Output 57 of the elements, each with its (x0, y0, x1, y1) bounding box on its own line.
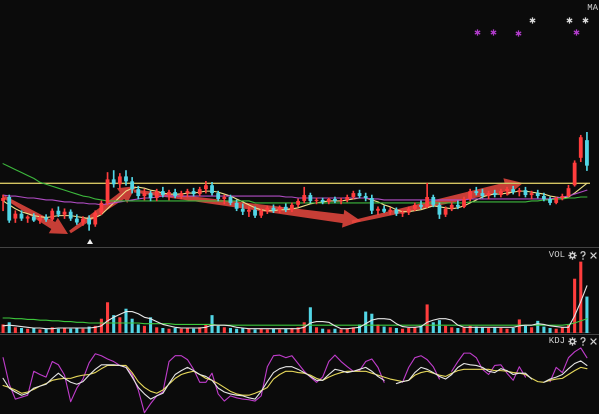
bar (340, 329, 343, 333)
bar (524, 326, 528, 333)
bar (278, 329, 282, 333)
bar (136, 324, 140, 333)
bar (241, 328, 244, 333)
bar (321, 328, 324, 333)
bar (118, 317, 122, 333)
bar (228, 328, 232, 333)
bar (456, 328, 460, 333)
bar (401, 328, 404, 333)
bar (167, 328, 171, 333)
bar (530, 327, 534, 333)
bar (579, 262, 582, 333)
bar (180, 328, 183, 333)
bar (432, 322, 435, 333)
bar (254, 329, 257, 333)
bar (142, 326, 146, 333)
bar (69, 328, 72, 333)
bar (548, 328, 552, 333)
bar (505, 328, 509, 333)
bar (542, 326, 546, 333)
bar (130, 318, 134, 333)
chart-title: KDJ (548, 336, 565, 346)
bar (56, 328, 60, 333)
bar (81, 328, 85, 333)
bar (124, 308, 128, 333)
bar (174, 328, 177, 333)
bar (499, 328, 502, 333)
bar (450, 327, 454, 333)
bar (20, 328, 24, 333)
bar (26, 328, 30, 333)
bar (585, 296, 588, 333)
bar (438, 320, 441, 333)
bar (266, 329, 269, 333)
bar (388, 327, 392, 333)
bar (512, 328, 515, 333)
bar (155, 327, 158, 333)
bar (444, 326, 448, 333)
bar (327, 329, 330, 333)
bar (222, 327, 226, 333)
bar (38, 329, 42, 333)
bar (394, 328, 398, 333)
bar (314, 327, 318, 333)
bar (426, 304, 429, 333)
bar (407, 328, 410, 333)
bar (192, 328, 196, 333)
bar (235, 328, 238, 333)
bar (14, 327, 17, 333)
bar (382, 326, 386, 333)
chart-title: VOL (548, 250, 565, 260)
bar (333, 328, 336, 333)
text: MA (587, 3, 598, 13)
bar (554, 328, 558, 333)
bar (487, 328, 490, 333)
bar (161, 328, 164, 333)
bar (573, 278, 576, 333)
bar (216, 326, 220, 333)
